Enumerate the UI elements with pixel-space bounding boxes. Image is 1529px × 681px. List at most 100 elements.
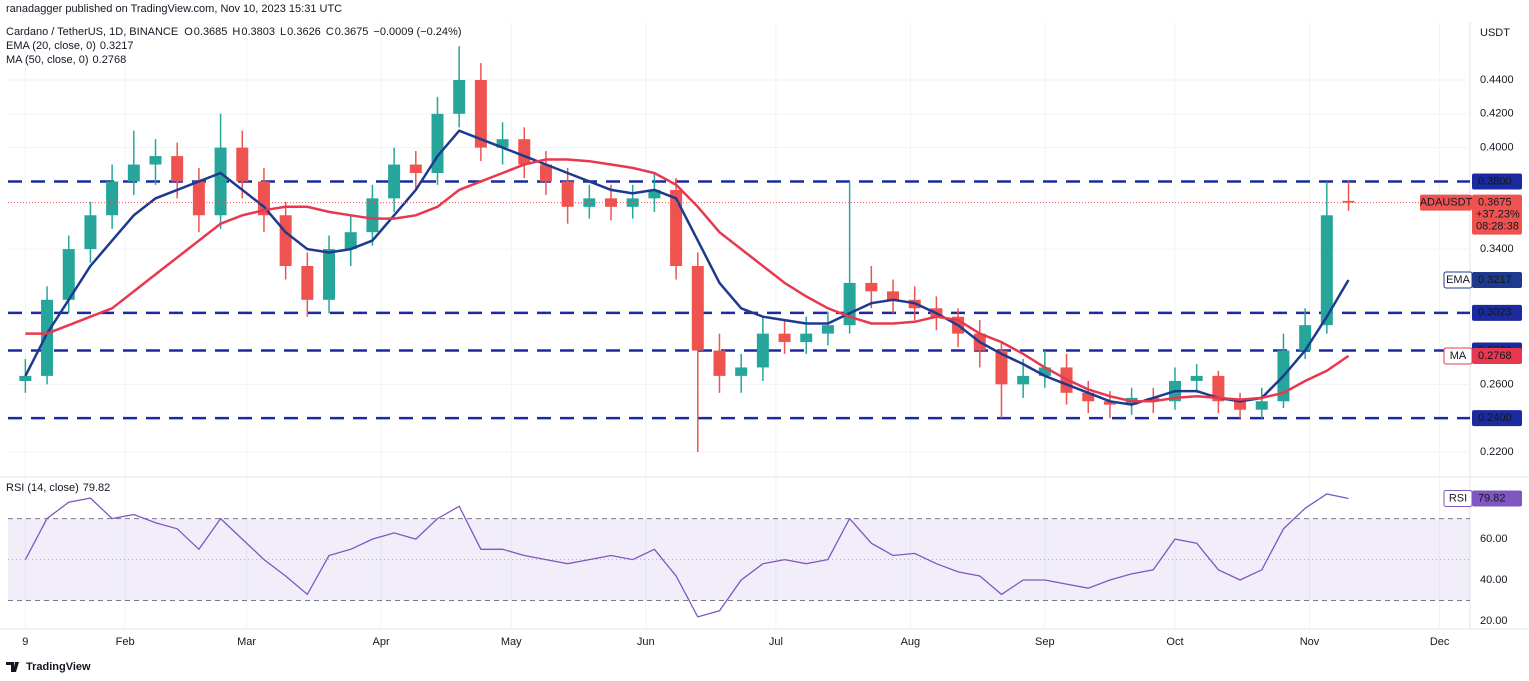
candle-body bbox=[474, 79, 487, 148]
ohlc-value: 0.3675 bbox=[335, 26, 369, 38]
x-tick-label: Jun bbox=[637, 636, 655, 648]
candle-body bbox=[431, 113, 444, 173]
candle-body bbox=[388, 164, 401, 199]
candle-body bbox=[713, 350, 726, 376]
candle-body bbox=[800, 333, 813, 343]
ma-badge bbox=[1472, 272, 1522, 289]
x-tick-label: Nov bbox=[1300, 636, 1320, 648]
x-tick-label: Dec bbox=[1430, 636, 1450, 648]
candle-body bbox=[236, 147, 249, 182]
candle-body bbox=[214, 147, 227, 216]
candle-body bbox=[583, 198, 596, 207]
candle-body bbox=[821, 325, 834, 334]
candle-body bbox=[84, 215, 97, 250]
candle-body bbox=[127, 164, 140, 182]
legend-name: EMA (20, close, 0) bbox=[6, 40, 96, 52]
candle-body bbox=[735, 367, 748, 376]
candle-body bbox=[257, 181, 270, 216]
rsi-legend-value: 79.82 bbox=[83, 482, 111, 494]
rsi-line bbox=[24, 493, 1349, 618]
candle-body bbox=[106, 181, 119, 216]
candle-body bbox=[865, 282, 878, 292]
ohlc-letter: L bbox=[280, 26, 286, 38]
candle-body bbox=[192, 181, 205, 216]
y-tick-label: 0.4400 bbox=[1480, 74, 1514, 86]
candle-body bbox=[1212, 375, 1225, 402]
legend-name: MA (50, close, 0) bbox=[6, 54, 89, 66]
candle-body bbox=[453, 79, 466, 114]
ticker-tag bbox=[1420, 194, 1472, 211]
candle-body bbox=[561, 181, 574, 207]
y-tick-label: 0.4000 bbox=[1480, 142, 1514, 154]
rsi-tick-label: 20.00 bbox=[1480, 615, 1508, 627]
candle-body bbox=[1147, 397, 1160, 402]
candle-body bbox=[670, 189, 683, 266]
ma-badge-value: 0.3217 bbox=[1478, 274, 1512, 286]
candle-body bbox=[1038, 367, 1051, 376]
rsi-tick-label: 40.00 bbox=[1480, 574, 1508, 586]
candle-body bbox=[1017, 375, 1030, 385]
candle-body bbox=[887, 291, 900, 300]
candle-body bbox=[171, 156, 184, 182]
ma-line bbox=[25, 158, 1350, 403]
rsi-tag-label: RSI bbox=[1449, 492, 1467, 504]
y-tick-label: 0.2600 bbox=[1480, 378, 1514, 390]
rsi-legend-name: RSI (14, close) bbox=[6, 482, 79, 494]
change: −0.0009 (−0.24%) bbox=[373, 26, 461, 38]
price-badge-countdown: 08:28:38 bbox=[1476, 220, 1519, 232]
candle-body bbox=[756, 333, 769, 368]
candle-body bbox=[496, 139, 509, 148]
candle-body bbox=[691, 265, 704, 351]
candle-body bbox=[19, 375, 32, 381]
candle-body bbox=[366, 198, 379, 233]
ohlc-letter: C bbox=[326, 26, 334, 38]
x-tick-label: Aug bbox=[901, 636, 921, 648]
ohlc-value: 0.3803 bbox=[241, 26, 275, 38]
y-tick-label: 0.2200 bbox=[1480, 446, 1514, 458]
candle-body bbox=[1103, 401, 1116, 405]
level-badge-label: 0.2400 bbox=[1478, 412, 1512, 424]
x-tick-label: Sep bbox=[1035, 636, 1055, 648]
rsi-badge-value: 79.82 bbox=[1478, 492, 1506, 504]
candle-body bbox=[539, 164, 552, 182]
candle-body bbox=[323, 249, 336, 300]
candle-body bbox=[518, 139, 531, 165]
rsi-band bbox=[8, 518, 1470, 601]
currency: USDT bbox=[1480, 27, 1510, 39]
x-tick-label: Feb bbox=[116, 636, 135, 648]
candle-body bbox=[409, 164, 422, 173]
ohlc-letter: H bbox=[232, 26, 240, 38]
ma-badge bbox=[1472, 347, 1522, 364]
candle-body bbox=[344, 232, 357, 250]
x-tick-label: Jul bbox=[769, 636, 783, 648]
brand-logo bbox=[6, 662, 19, 672]
rsi-tick-label: 60.00 bbox=[1480, 533, 1508, 545]
ma-tag-label: MA bbox=[1450, 350, 1467, 362]
candle-body bbox=[149, 156, 162, 165]
candle-body bbox=[648, 189, 661, 199]
x-tick-label: Oct bbox=[1166, 636, 1183, 648]
level-badge bbox=[1472, 173, 1522, 190]
ma-badge-value: 0.2768 bbox=[1478, 350, 1512, 362]
ohlc-value: 0.3626 bbox=[287, 26, 321, 38]
level-badge-label: 0.3800 bbox=[1478, 175, 1512, 187]
candle-body bbox=[301, 265, 314, 300]
x-tick-label: Apr bbox=[373, 636, 390, 648]
level-badge bbox=[1472, 410, 1522, 427]
candle-body bbox=[778, 333, 791, 343]
y-tick-label: 0.4200 bbox=[1480, 108, 1514, 120]
ma-tag-label: EMA bbox=[1446, 274, 1471, 286]
candle-body bbox=[62, 249, 75, 300]
ohlc-letter: O bbox=[184, 26, 193, 38]
rsi-badge bbox=[1472, 490, 1522, 507]
symbol: Cardano / TetherUS, 1D, BINANCE bbox=[6, 26, 178, 38]
candle-body bbox=[279, 215, 292, 266]
ohlc-value: 0.3685 bbox=[194, 26, 228, 38]
x-tick-label: Mar bbox=[237, 636, 256, 648]
brand: TradingView bbox=[26, 661, 91, 673]
x-tick-label: 9 bbox=[22, 636, 28, 648]
candle-body bbox=[1234, 401, 1247, 410]
legend-value: 0.3217 bbox=[100, 40, 134, 52]
price-badge bbox=[1472, 194, 1522, 235]
candle-body bbox=[1299, 325, 1312, 351]
